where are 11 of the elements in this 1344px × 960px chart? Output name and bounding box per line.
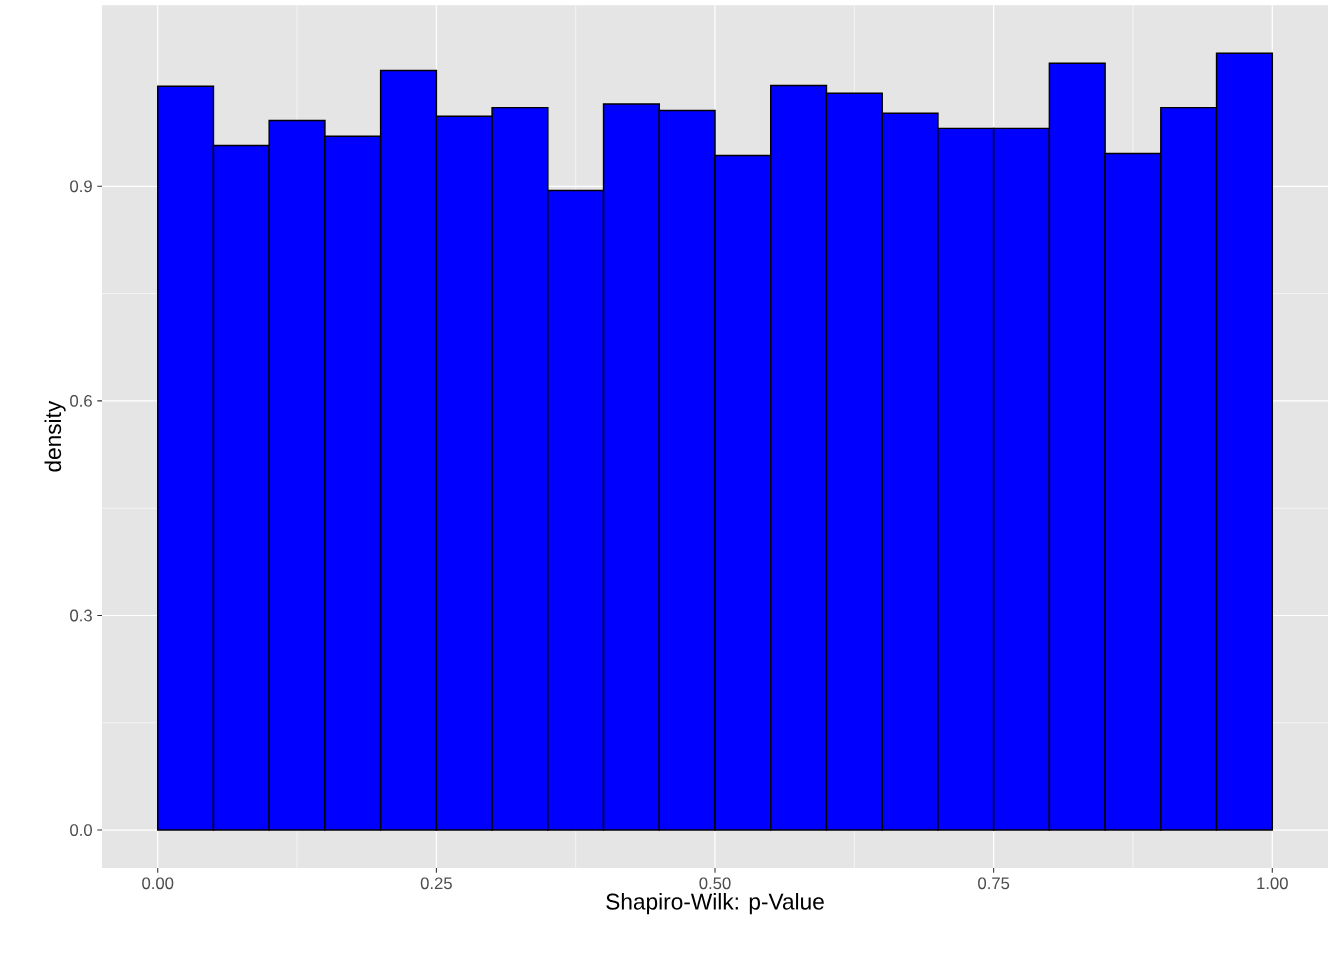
x-tick-label: 0.50 (699, 877, 731, 890)
y-tick-label: 0.0 (70, 824, 92, 836)
y-tick-label: 0.9 (70, 180, 92, 193)
x-tick-label: 0.25 (420, 877, 452, 890)
x-tick-label: 1.00 (1257, 877, 1288, 890)
x-tick-label: 0.00 (142, 877, 174, 890)
x-axis-title: Shapiro-Wilk: p-Value (606, 893, 824, 915)
y-axis-title: density (44, 400, 66, 472)
y-tick-label: 0.6 (70, 395, 92, 407)
y-tick-label: 0.3 (70, 609, 92, 622)
x-tick-label: 0.75 (978, 877, 1010, 890)
